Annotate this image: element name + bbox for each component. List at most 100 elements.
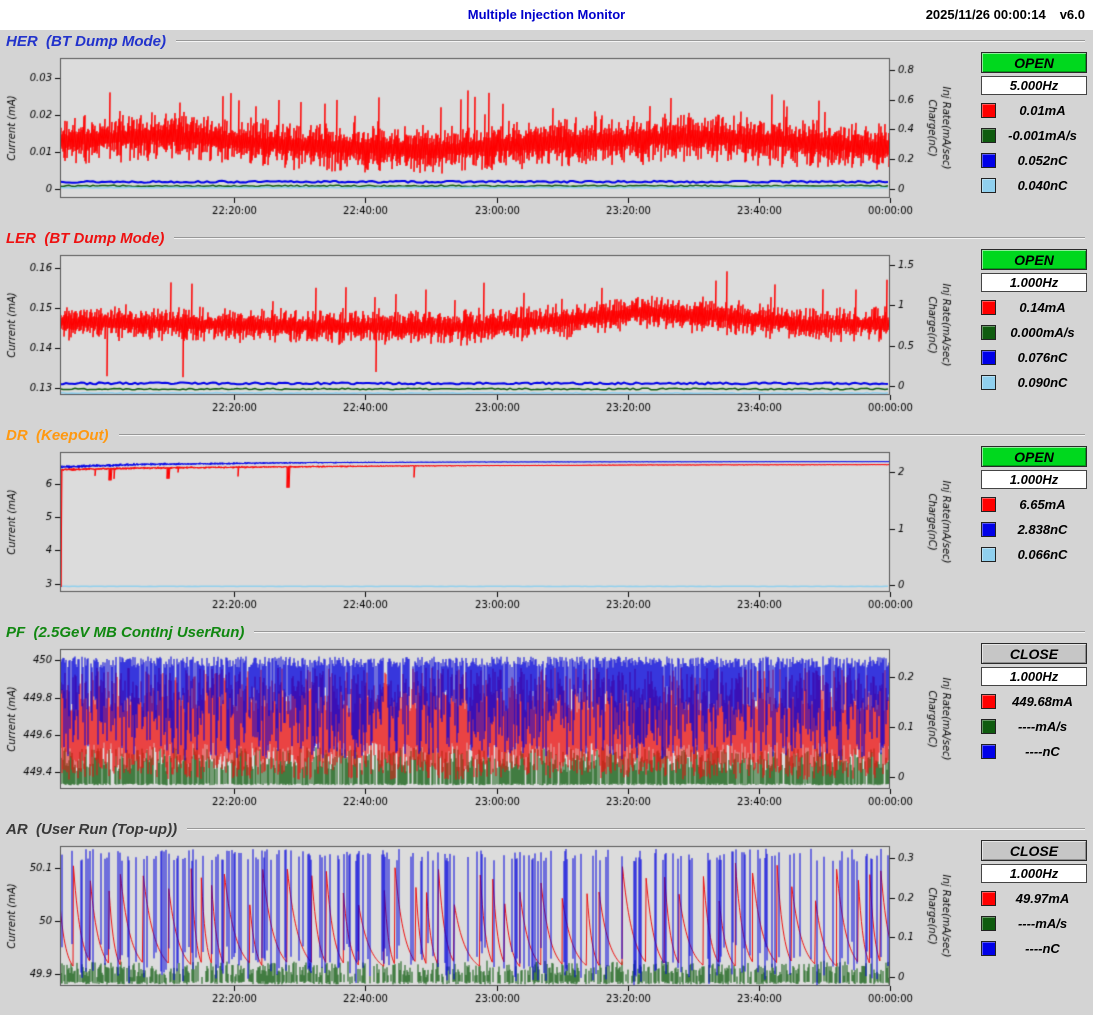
current-rate-value: ----mA/s	[1017, 915, 1068, 931]
charge-2-value: 0.090nC	[1017, 374, 1068, 390]
panel-dr-title: DR (KeepOut)	[6, 426, 109, 444]
dr-info-column: OPEN 1.000Hz 6.65mA 2.838nC 0.066nC	[966, 446, 1093, 621]
charge-value: 0.076nC	[1017, 349, 1068, 365]
divider	[118, 434, 1085, 436]
current-value: 49.97mA	[1015, 890, 1070, 906]
legend-item-charge: ----nC	[981, 937, 1089, 959]
panel-pf-titlebar: PF (2.5GeV MB ContInj UserRun)	[0, 621, 1093, 643]
panel-ar-title: AR (User Run (Top-up))	[6, 820, 178, 838]
legend-item-current-rate: ----mA/s	[981, 912, 1089, 934]
current-rate-swatch	[981, 915, 996, 931]
legend-item-current-rate: ----mA/s	[981, 715, 1089, 737]
legend-item-current: 49.97mA	[981, 887, 1089, 909]
divider	[174, 237, 1085, 239]
current-value: 449.68mA	[1012, 693, 1073, 709]
dr-legend: 6.65mA 2.838nC 0.066nC	[966, 493, 1093, 565]
legend-item-charge-2: 0.040nC	[981, 174, 1089, 196]
legend-item-charge: 0.076nC	[981, 346, 1089, 368]
top-header: Multiple Injection Monitor 2025/11/26 00…	[0, 0, 1093, 30]
her-gate-status-button[interactable]: OPEN	[981, 52, 1087, 73]
charge-2-value: 0.066nC	[1017, 546, 1068, 562]
charge-value: ----nC	[1025, 940, 1060, 956]
current-rate-swatch	[981, 718, 996, 734]
legend-item-charge: ----nC	[981, 740, 1089, 762]
panel-her-title: HER (BT Dump Mode)	[6, 32, 166, 50]
current-value: 6.65mA	[1019, 496, 1066, 512]
legend-item-current-rate: 0.000mA/s	[981, 321, 1089, 343]
ar-legend: 49.97mA ----mA/s ----nC	[966, 887, 1093, 959]
current-rate-value: 0.000mA/s	[1010, 324, 1075, 340]
current-rate-swatch	[981, 324, 996, 340]
header-datetime: 2025/11/26 00:00:14 v6.0	[926, 7, 1085, 22]
panel-pf-title: PF (2.5GeV MB ContInj UserRun)	[6, 623, 245, 641]
ar-info-column: CLOSE 1.000Hz 49.97mA ----mA/s ----nC	[966, 840, 1093, 1015]
current-swatch	[981, 102, 996, 118]
panel-dr: DR (KeepOut) OPEN 1.000Hz 6.65mA 2.838nC 0…	[0, 424, 1093, 621]
legend-item-current-rate: -0.001mA/s	[981, 124, 1089, 146]
legend-item-current: 6.65mA	[981, 493, 1089, 515]
legend-item-charge-2: 0.090nC	[981, 371, 1089, 393]
dr-gate-status-button[interactable]: OPEN	[981, 446, 1087, 467]
ler-rep-rate-display: 1.000Hz	[981, 273, 1087, 292]
charge-value: 0.052nC	[1017, 152, 1068, 168]
current-swatch	[981, 299, 996, 315]
pf-info-column: CLOSE 1.000Hz 449.68mA ----mA/s ----nC	[966, 643, 1093, 818]
current-rate-swatch	[981, 127, 996, 143]
version-text: v6.0	[1059, 7, 1085, 22]
divider	[175, 40, 1085, 42]
pf-chart	[0, 643, 966, 818]
ler-info-column: OPEN 1.000Hz 0.14mA 0.000mA/s 0.076nC 0.090…	[966, 249, 1093, 424]
charge-2-swatch	[981, 374, 996, 390]
her-info-column: OPEN 5.000Hz 0.01mA -0.001mA/s 0.052nC 0.04…	[966, 52, 1093, 227]
legend-item-current: 0.14mA	[981, 296, 1089, 318]
ar-chart	[0, 840, 966, 1015]
current-rate-value: -0.001mA/s	[1008, 127, 1077, 143]
current-rate-value: ----mA/s	[1017, 718, 1068, 734]
charge-swatch	[981, 152, 996, 168]
current-swatch	[981, 693, 996, 709]
divider	[187, 828, 1085, 830]
charge-2-swatch	[981, 546, 996, 562]
charge-value: 2.838nC	[1017, 521, 1068, 537]
dr-rep-rate-display: 1.000Hz	[981, 470, 1087, 489]
current-value: 0.01mA	[1019, 102, 1066, 118]
legend-item-current: 449.68mA	[981, 690, 1089, 712]
panel-ar: AR (User Run (Top-up)) CLOSE 1.000Hz 49.…	[0, 818, 1093, 1015]
dr-chart	[0, 446, 966, 621]
her-rep-rate-display: 5.000Hz	[981, 76, 1087, 95]
divider	[254, 631, 1085, 633]
panel-ar-titlebar: AR (User Run (Top-up))	[0, 818, 1093, 840]
legend-item-charge-2: 0.066nC	[981, 543, 1089, 565]
ler-legend: 0.14mA 0.000mA/s 0.076nC 0.090nC	[966, 296, 1093, 393]
charge-swatch	[981, 743, 996, 759]
pf-rep-rate-display: 1.000Hz	[981, 667, 1087, 686]
current-swatch	[981, 890, 996, 906]
panel-ler: LER (BT Dump Mode) OPEN 1.000Hz 0.14mA 0.…	[0, 227, 1093, 424]
legend-item-charge: 0.052nC	[981, 149, 1089, 171]
panel-pf: PF (2.5GeV MB ContInj UserRun) CLOSE 1.0…	[0, 621, 1093, 818]
charge-swatch	[981, 521, 996, 537]
panel-her-titlebar: HER (BT Dump Mode)	[0, 30, 1093, 52]
panel-dr-titlebar: DR (KeepOut)	[0, 424, 1093, 446]
charge-2-swatch	[981, 177, 996, 193]
current-swatch	[981, 496, 996, 512]
legend-item-charge: 2.838nC	[981, 518, 1089, 540]
her-chart	[0, 52, 966, 227]
pf-legend: 449.68mA ----mA/s ----nC	[966, 690, 1093, 762]
charge-value: ----nC	[1025, 743, 1060, 759]
current-value: 0.14mA	[1019, 299, 1066, 315]
legend-item-current: 0.01mA	[981, 99, 1089, 121]
pf-gate-status-button[interactable]: CLOSE	[981, 643, 1087, 664]
ar-rep-rate-display: 1.000Hz	[981, 864, 1087, 883]
ler-chart	[0, 249, 966, 424]
charge-swatch	[981, 349, 996, 365]
panel-her: HER (BT Dump Mode) OPEN 5.000Hz 0.01mA -0…	[0, 30, 1093, 227]
charge-2-value: 0.040nC	[1017, 177, 1068, 193]
ar-gate-status-button[interactable]: CLOSE	[981, 840, 1087, 861]
datetime-text: 2025/11/26 00:00:14	[925, 7, 1046, 22]
her-legend: 0.01mA -0.001mA/s 0.052nC 0.040nC	[966, 99, 1093, 196]
panel-ler-titlebar: LER (BT Dump Mode)	[0, 227, 1093, 249]
charge-swatch	[981, 940, 996, 956]
ler-gate-status-button[interactable]: OPEN	[981, 249, 1087, 270]
panel-ler-title: LER (BT Dump Mode)	[6, 229, 165, 247]
